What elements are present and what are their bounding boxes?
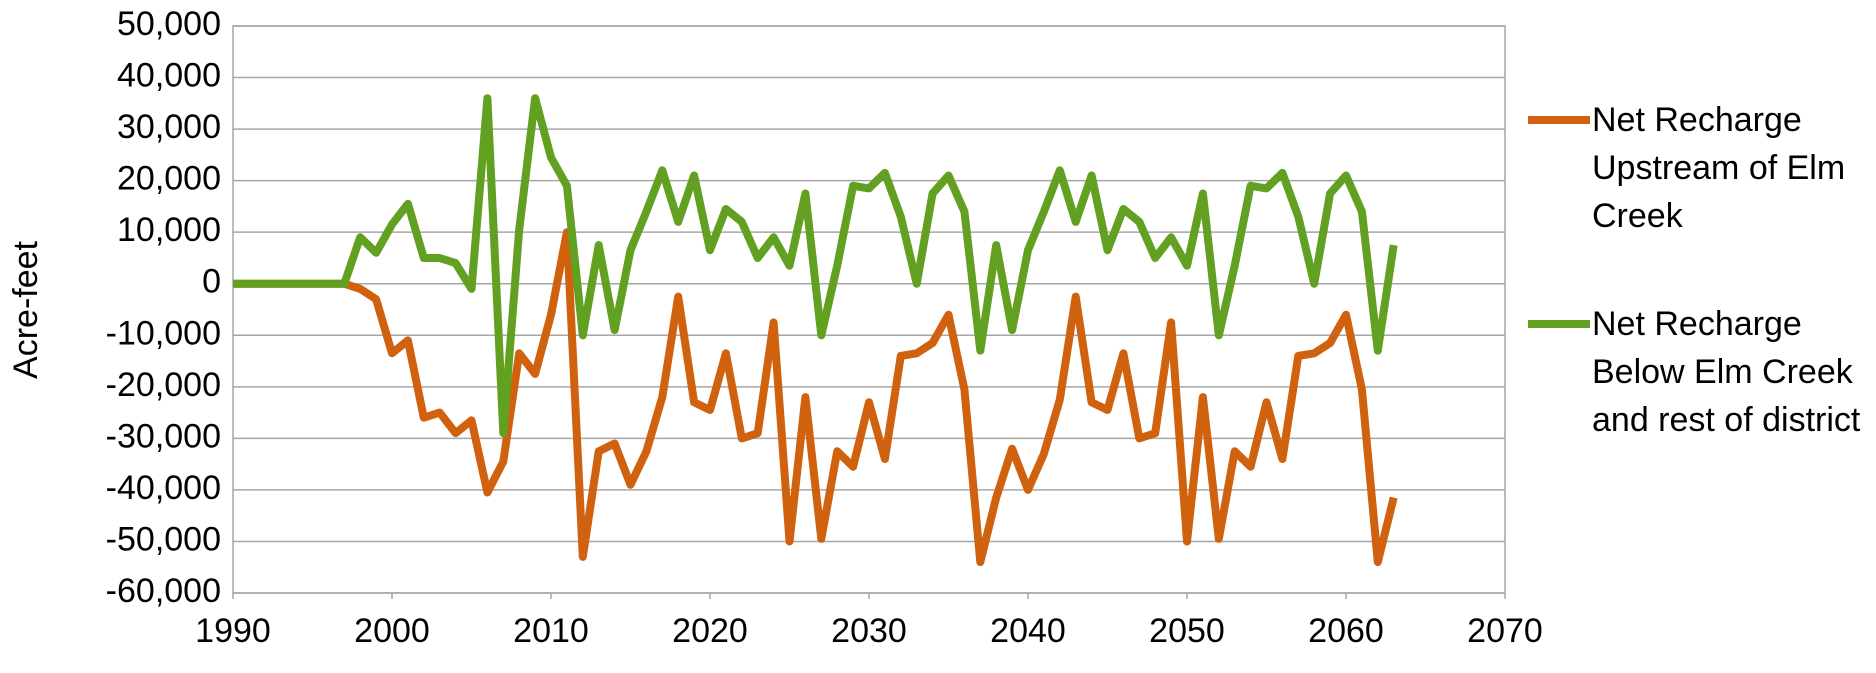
y-tick-label: -40,000 [106, 469, 221, 507]
series-line [233, 94, 1398, 438]
y-tick-label: -50,000 [106, 520, 221, 558]
y-tick-label: 10,000 [117, 211, 221, 249]
y-tick-label: 20,000 [117, 160, 221, 198]
y-tick-label: -30,000 [106, 417, 221, 455]
legend-label: Net Recharge Below Elm Creek and rest of… [1592, 305, 1861, 439]
y-tick-label: 40,000 [117, 57, 221, 95]
x-tick-label: 2060 [1308, 612, 1384, 650]
plot-border [232, 25, 1506, 594]
x-tick-label: 2020 [672, 612, 748, 650]
x-tick-label: 2040 [990, 612, 1066, 650]
x-tick-label: 2050 [1149, 612, 1225, 650]
y-axis-label: Acre-feet [7, 240, 45, 378]
y-tick-label: -20,000 [106, 366, 221, 404]
y-tick-label: -60,000 [106, 572, 221, 610]
y-tick-label: 30,000 [117, 108, 221, 146]
x-tick-label: 2000 [354, 612, 430, 650]
y-tick-label: 0 [202, 263, 221, 301]
x-tick-label: 2010 [513, 612, 589, 650]
legend-label: Net Recharge Upstream of Elm Creek [1592, 101, 1846, 235]
y-tick-label: -10,000 [106, 314, 221, 352]
series-line [233, 228, 1398, 567]
x-tick-label: 2030 [831, 612, 907, 650]
x-tick-label: 1990 [195, 612, 271, 650]
y-tick-label: 50,000 [117, 5, 221, 43]
x-tick-label: 2070 [1467, 612, 1543, 650]
